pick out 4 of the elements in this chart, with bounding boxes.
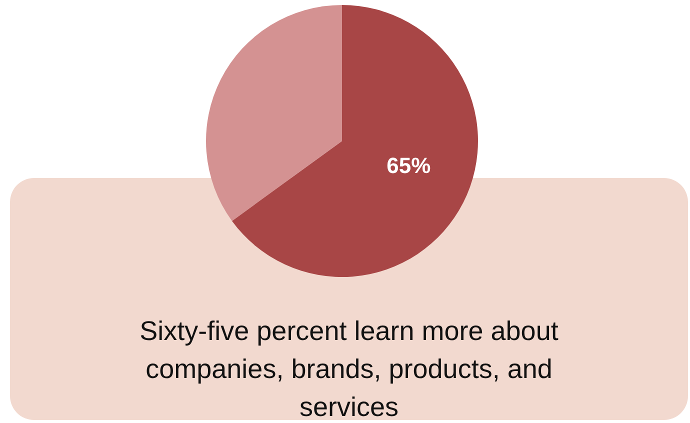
data-label: 65% — [386, 152, 431, 178]
pie-slice — [206, 5, 342, 221]
text: Sixty-five percent learn more about companies, brands, products, and services — [140, 316, 559, 422]
pie-slice — [232, 5, 478, 277]
